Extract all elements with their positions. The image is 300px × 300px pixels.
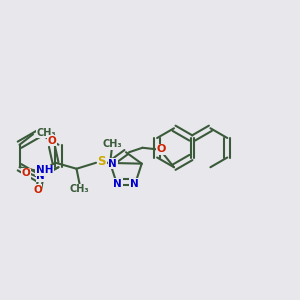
Text: S: S [98, 155, 106, 168]
Text: N: N [113, 178, 122, 189]
Text: -: - [29, 165, 31, 171]
Text: +: + [40, 166, 46, 172]
Text: CH₃: CH₃ [102, 139, 122, 149]
Text: CH₃: CH₃ [70, 184, 89, 194]
Text: NH: NH [36, 165, 53, 175]
Text: O: O [33, 185, 42, 195]
Text: O: O [157, 144, 166, 154]
Text: N: N [130, 178, 139, 189]
Text: CH₃: CH₃ [37, 128, 56, 138]
Text: N: N [108, 159, 117, 169]
Text: O: O [47, 136, 56, 146]
Text: N: N [36, 171, 45, 181]
Text: O: O [22, 168, 31, 178]
